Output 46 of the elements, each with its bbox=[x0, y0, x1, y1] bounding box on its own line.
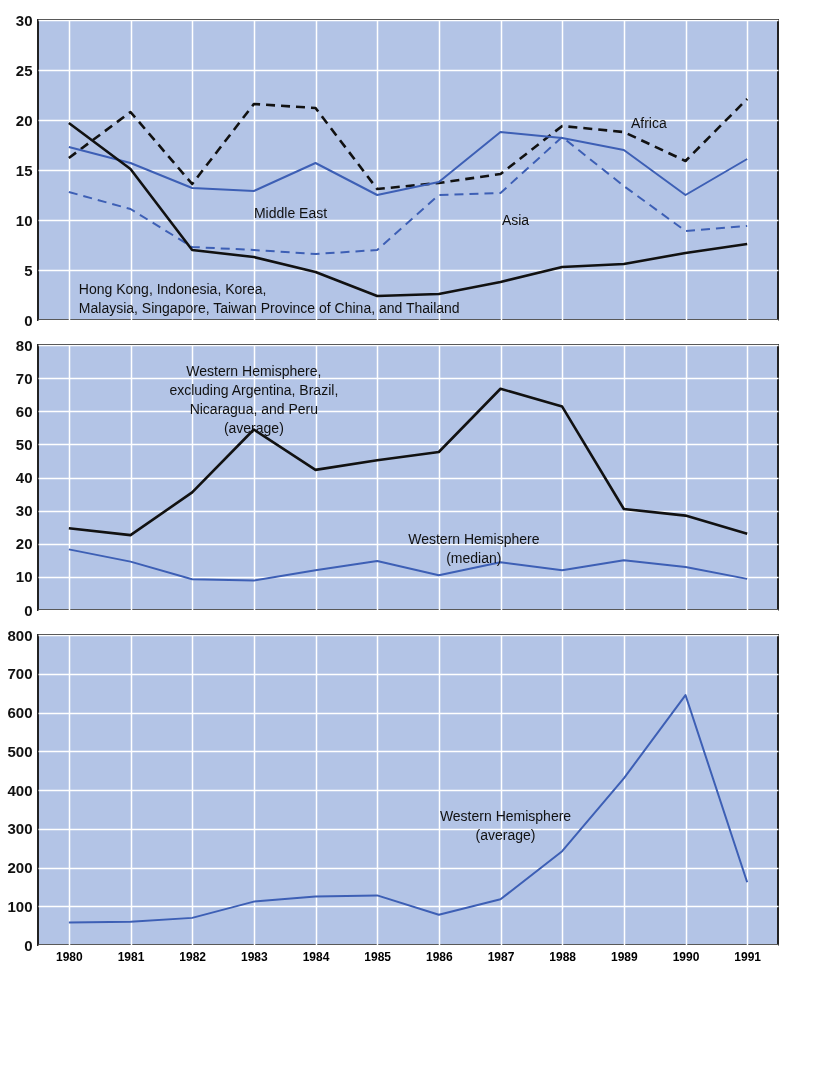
y-tick-label: 200 bbox=[7, 859, 33, 876]
y-tick-label: 600 bbox=[7, 704, 33, 721]
text: Western Hemisphere, excluding Argentina, Brazil, Nicaragua, and Peru (average) bbox=[169, 362, 339, 436]
y-tick-label: 30 bbox=[15, 11, 33, 29]
series-label: Western Hemisphere (average) bbox=[439, 808, 572, 844]
x-tick-label: 1981 bbox=[117, 949, 145, 964]
y-tick-label: 10 bbox=[15, 568, 33, 586]
line-series bbox=[67, 694, 749, 924]
y-tick-label: 5 bbox=[24, 261, 33, 279]
y-tick-label: 70 bbox=[15, 369, 33, 387]
line-series bbox=[67, 548, 749, 582]
y-tick-label: 400 bbox=[7, 781, 33, 799]
series-label: Hong Kong, Indonesia, Korea, Malaysia, Singapore, Taiwan Province of China, and Thailand bbox=[78, 281, 460, 316]
series-label: Asia bbox=[501, 212, 530, 228]
y-tick-label: 0 bbox=[24, 311, 33, 329]
series-label: Western Hemisphere (median) bbox=[408, 531, 540, 567]
y-tick-label: 700 bbox=[7, 665, 33, 683]
y-tick-label: 50 bbox=[15, 435, 33, 453]
x-tick-label: 1984 bbox=[302, 949, 330, 964]
y-tick-label: 25 bbox=[15, 61, 33, 79]
x-tick-label: 1983 bbox=[240, 949, 268, 964]
y-tick-label: 100 bbox=[7, 897, 33, 915]
x-tick-label: 1991 bbox=[734, 949, 762, 964]
series-label: Middle East bbox=[253, 205, 328, 221]
y-tick-label: 0 bbox=[24, 936, 33, 954]
y-tick-label: 80 bbox=[15, 336, 33, 354]
x-tick-label: 1982 bbox=[179, 949, 207, 964]
x-tick-label: 1989 bbox=[610, 949, 638, 964]
x-tick-label: 1987 bbox=[487, 949, 515, 964]
x-tick-label: 1986 bbox=[425, 949, 453, 964]
x-tick-label: 1990 bbox=[672, 949, 700, 964]
y-tick-label: 15 bbox=[15, 161, 33, 179]
y-tick-label: 60 bbox=[15, 402, 33, 420]
x-tick-label: 1988 bbox=[549, 949, 577, 964]
y-tick-label: 20 bbox=[15, 111, 33, 129]
x-tick-label: 1985 bbox=[364, 949, 392, 964]
series-label: Africa bbox=[630, 115, 667, 131]
x-tick-label: 1980 bbox=[55, 949, 83, 964]
y-tick-label: 300 bbox=[7, 820, 33, 838]
y-tick-label: 0 bbox=[24, 601, 33, 619]
y-tick-label: 30 bbox=[15, 502, 33, 520]
y-tick-label: 40 bbox=[15, 469, 33, 486]
y-tick-label: 10 bbox=[15, 211, 33, 229]
y-tick-label: 20 bbox=[15, 535, 33, 553]
y-tick-label: 800 bbox=[7, 626, 33, 644]
y-tick-label: 500 bbox=[7, 742, 33, 760]
